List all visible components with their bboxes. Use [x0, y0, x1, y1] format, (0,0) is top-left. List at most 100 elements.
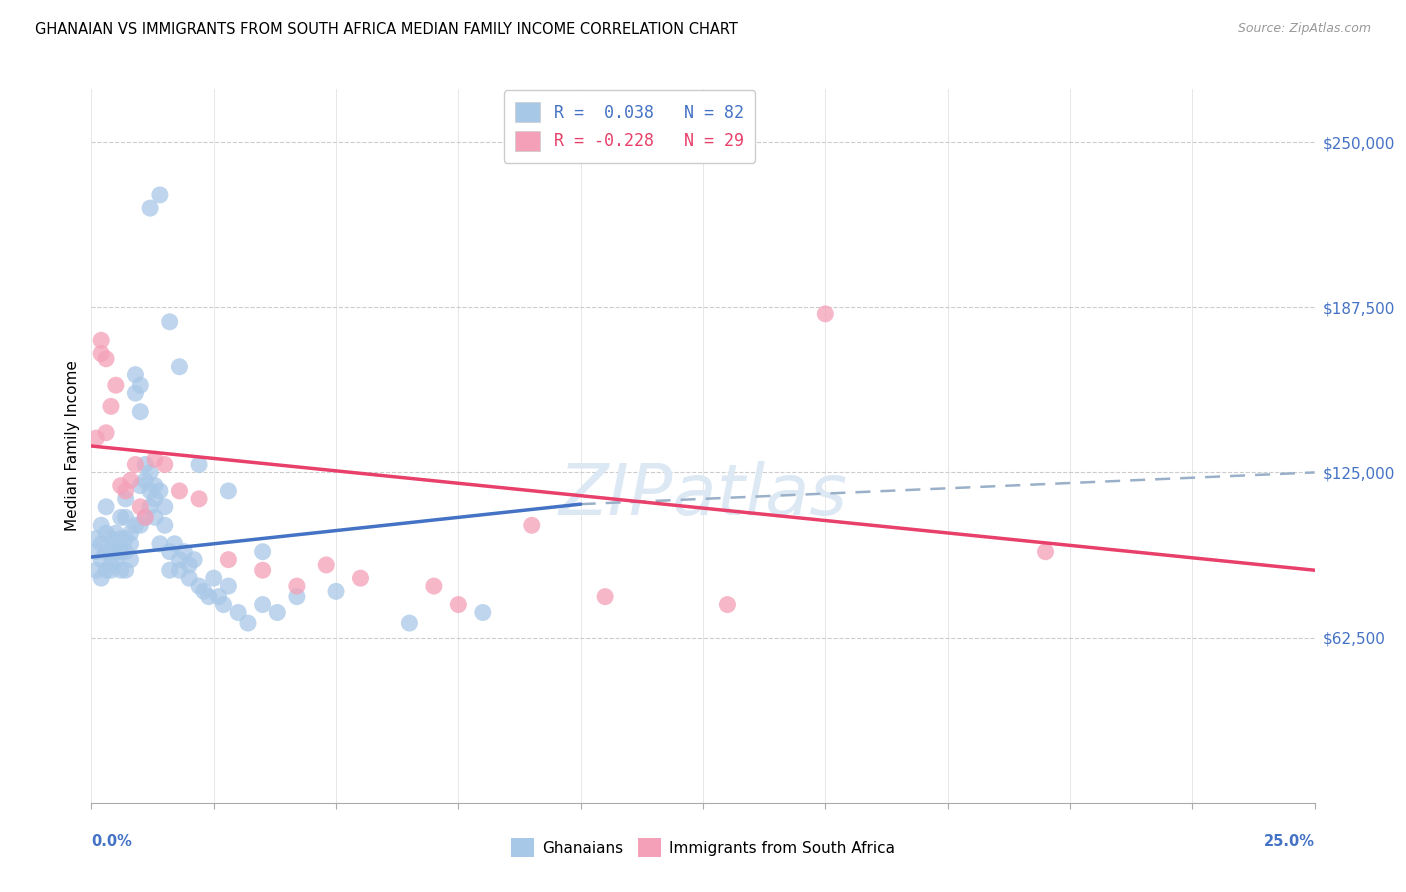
Point	[90, 333, 112, 347]
Point	[124, 386, 146, 401]
Text: Source: ZipAtlas.com: Source: ZipAtlas.com	[1237, 22, 1371, 36]
Text: GHANAIAN VS IMMIGRANTS FROM SOUTH AFRICA MEDIAN FAMILY INCOME CORRELATION CHART: GHANAIAN VS IMMIGRANTS FROM SOUTH AFRICA…	[35, 22, 738, 37]
Point	[1035, 545, 1057, 559]
Point	[398, 616, 420, 631]
Point	[159, 563, 181, 577]
Point	[134, 458, 156, 472]
Point	[188, 458, 211, 472]
Point	[169, 483, 191, 498]
Point	[114, 545, 136, 559]
Point	[217, 483, 239, 498]
Point	[129, 518, 152, 533]
Point	[814, 307, 837, 321]
Point	[159, 545, 181, 559]
Point	[94, 500, 117, 514]
Point	[163, 537, 186, 551]
Point	[217, 579, 239, 593]
Point	[169, 552, 191, 566]
Point	[179, 558, 201, 572]
Point	[134, 474, 156, 488]
Point	[94, 563, 117, 577]
Point	[124, 368, 146, 382]
Point	[100, 558, 122, 572]
Point	[153, 518, 176, 533]
Point	[188, 579, 211, 593]
Point	[139, 466, 162, 480]
Point	[593, 590, 616, 604]
Point	[114, 483, 136, 498]
Point	[94, 526, 117, 541]
Point	[139, 500, 162, 514]
Text: ZIPatlas: ZIPatlas	[558, 461, 848, 531]
Point	[139, 201, 162, 215]
Point	[90, 346, 112, 360]
Point	[90, 571, 112, 585]
Point	[252, 598, 274, 612]
Point	[114, 510, 136, 524]
Point	[169, 359, 191, 374]
Point	[143, 491, 166, 506]
Point	[100, 532, 122, 546]
Point	[120, 526, 142, 541]
Point	[110, 532, 132, 546]
Point	[114, 491, 136, 506]
Point	[143, 510, 166, 524]
Point	[120, 552, 142, 566]
Point	[84, 563, 107, 577]
Y-axis label: Median Family Income: Median Family Income	[65, 360, 80, 532]
Point	[110, 563, 132, 577]
Point	[110, 510, 132, 524]
Point	[207, 590, 229, 604]
Point	[139, 483, 162, 498]
Point	[183, 552, 205, 566]
Point	[94, 545, 117, 559]
Point	[143, 452, 166, 467]
Point	[212, 598, 235, 612]
Point	[90, 537, 112, 551]
Point	[188, 491, 211, 506]
Point	[173, 545, 195, 559]
Point	[325, 584, 347, 599]
Point	[134, 510, 156, 524]
Point	[716, 598, 738, 612]
Point	[114, 563, 136, 577]
Point	[84, 532, 107, 546]
Point	[252, 563, 274, 577]
Point	[100, 400, 122, 414]
Point	[149, 188, 172, 202]
Point	[104, 545, 127, 559]
Point	[94, 425, 117, 440]
Point	[100, 563, 122, 577]
Point	[217, 552, 239, 566]
Point	[149, 537, 172, 551]
Point	[169, 563, 191, 577]
Point	[315, 558, 337, 572]
Point	[266, 606, 288, 620]
Point	[104, 378, 127, 392]
Point	[153, 458, 176, 472]
Point	[129, 500, 152, 514]
Point	[447, 598, 470, 612]
Point	[94, 351, 117, 366]
Point	[285, 579, 308, 593]
Point	[153, 500, 176, 514]
Point	[114, 532, 136, 546]
Point	[120, 474, 142, 488]
Point	[179, 571, 201, 585]
Point	[84, 431, 107, 445]
Point	[193, 584, 215, 599]
Point	[84, 545, 107, 559]
Point	[124, 458, 146, 472]
Point	[129, 378, 152, 392]
Legend: Ghanaians, Immigrants from South Africa: Ghanaians, Immigrants from South Africa	[505, 832, 901, 863]
Point	[349, 571, 371, 585]
Point	[104, 552, 127, 566]
Point	[149, 483, 172, 498]
Point	[129, 478, 152, 492]
Point	[129, 404, 152, 418]
Text: 25.0%: 25.0%	[1264, 834, 1315, 849]
Point	[134, 510, 156, 524]
Point	[226, 606, 249, 620]
Point	[110, 478, 132, 492]
Point	[236, 616, 259, 631]
